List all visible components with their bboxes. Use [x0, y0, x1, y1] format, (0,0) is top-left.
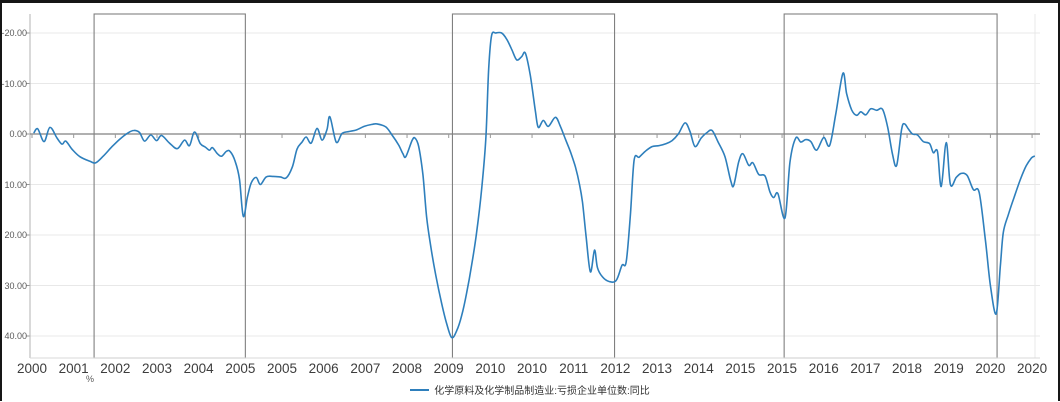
x-tick-label: 2013 [642, 361, 673, 376]
legend-label: 化学原料及化学制品制造业:亏损企业单位数:同比 [434, 386, 650, 397]
series-layer [33, 31, 1035, 339]
series-path [33, 31, 1035, 339]
x-tick-label: 2000 [16, 361, 48, 376]
x-tick-label: 2014 [683, 361, 714, 376]
x-tick-label: 2009 [433, 361, 464, 376]
x-tick-label: 2003 [141, 361, 173, 376]
x-tick-label: 2005 [225, 361, 256, 376]
x-tick-label: 2004 [183, 361, 214, 376]
x-tick-label: 2005 [266, 361, 298, 376]
x-tick-label: 2017 [850, 361, 881, 376]
x-tick-label: 2020 [1017, 361, 1048, 376]
highlight-box [451, 13, 616, 359]
highlight-box [93, 13, 246, 359]
highlight-box-layer [93, 13, 998, 359]
x-tick-label: 2020 [975, 361, 1006, 376]
x-tick-label: 2001 [58, 361, 89, 376]
y-tick-label: -10.00 [1, 78, 27, 89]
x-tick-label: 2010 [475, 361, 506, 376]
y-tick-label: 40.00 [4, 331, 27, 341]
y-tick-label: 10.00 [4, 179, 27, 190]
x-tick-label: 2008 [391, 361, 423, 376]
grid-layer [30, 14, 1040, 358]
x-tick-label: 2002 [100, 361, 131, 376]
x-tick-label: 2010 [517, 361, 548, 376]
x-tick-label: 2015 [767, 361, 798, 376]
legend[interactable]: 化学原料及化学制品制造业:亏损企业单位数:同比 [0, 382, 1060, 397]
legend-line-swatch [410, 388, 430, 391]
x-tick-label: 2012 [600, 361, 631, 376]
x-tick-label: 2016 [808, 361, 839, 376]
highlight-box [783, 13, 998, 359]
y-tick-label: 20.00 [4, 230, 27, 240]
x-tick-label: 2011 [559, 361, 589, 376]
x-tick-label: 2006 [308, 361, 339, 376]
axis-layer [26, 14, 1040, 359]
y-tick-label: -20.00 [1, 28, 27, 38]
y-tick-label: 30.00 [4, 280, 27, 291]
y-axis-unit-label: % [85, 374, 94, 384]
y-tick-label: 0.00 [9, 129, 27, 139]
x-tick-label: 2019 [933, 361, 964, 376]
x-tick-label: 2018 [892, 361, 923, 376]
x-tick-label: 2015 [725, 361, 756, 376]
x-tick-label: 2007 [350, 361, 381, 376]
